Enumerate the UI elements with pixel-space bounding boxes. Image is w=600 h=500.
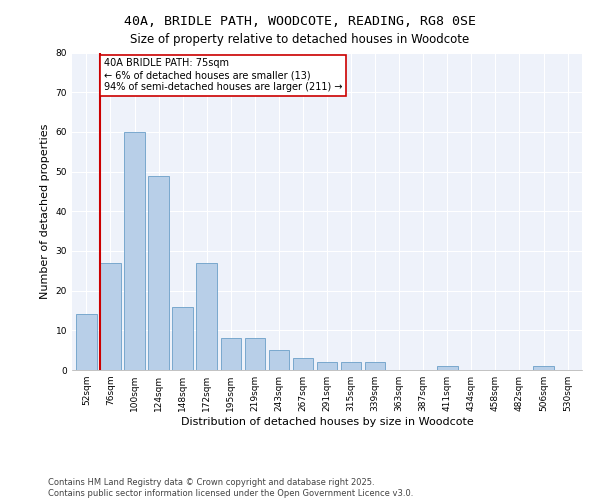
Bar	[76, 314, 97, 370]
Text: Contains HM Land Registry data © Crown copyright and database right 2025.
Contai: Contains HM Land Registry data © Crown c…	[48, 478, 413, 498]
Text: Size of property relative to detached houses in Woodcote: Size of property relative to detached ho…	[130, 32, 470, 46]
Bar	[317, 362, 337, 370]
Y-axis label: Number of detached properties: Number of detached properties	[40, 124, 50, 299]
Bar	[341, 362, 361, 370]
Bar	[221, 338, 241, 370]
Text: 40A, BRIDLE PATH, WOODCOTE, READING, RG8 0SE: 40A, BRIDLE PATH, WOODCOTE, READING, RG8…	[124, 15, 476, 28]
X-axis label: Distribution of detached houses by size in Woodcote: Distribution of detached houses by size …	[181, 417, 473, 427]
Bar	[293, 358, 313, 370]
Bar	[172, 306, 193, 370]
Bar	[196, 263, 217, 370]
Text: 40A BRIDLE PATH: 75sqm
← 6% of detached houses are smaller (13)
94% of semi-deta: 40A BRIDLE PATH: 75sqm ← 6% of detached …	[104, 58, 343, 92]
Bar	[124, 132, 145, 370]
Bar	[365, 362, 385, 370]
Bar	[269, 350, 289, 370]
Bar	[148, 176, 169, 370]
Bar	[437, 366, 458, 370]
Bar	[245, 338, 265, 370]
Bar	[533, 366, 554, 370]
Bar	[100, 263, 121, 370]
